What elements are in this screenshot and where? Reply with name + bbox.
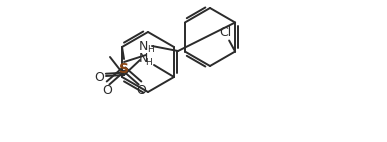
Text: S: S — [119, 62, 129, 76]
Text: N: N — [138, 39, 148, 53]
Text: H: H — [146, 58, 152, 66]
Text: O: O — [94, 70, 104, 83]
Text: Cl: Cl — [219, 26, 231, 39]
Text: O: O — [102, 83, 112, 97]
Text: N: N — [138, 52, 148, 64]
Text: O: O — [136, 83, 146, 97]
Text: H: H — [147, 44, 153, 54]
